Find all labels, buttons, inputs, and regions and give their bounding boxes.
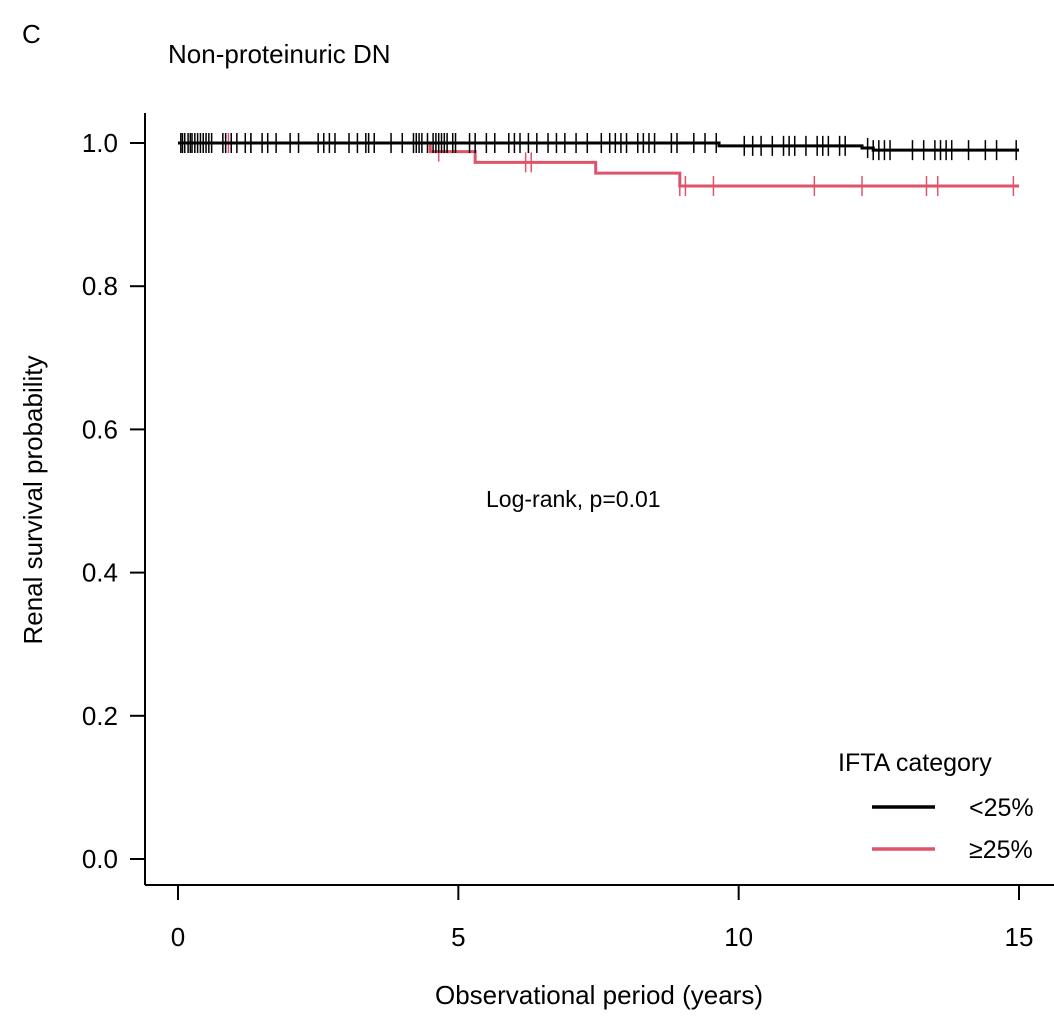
x-tick-label: 15 — [1005, 922, 1034, 952]
legend: IFTA category <25% ≥25% — [838, 749, 1034, 864]
series-ge25 — [178, 133, 1019, 196]
y-axis-ticks: 0.0 0.2 0.4 0.6 0.8 1.0 — [82, 128, 145, 874]
legend-title: IFTA category — [838, 749, 992, 777]
series-layer — [178, 133, 1019, 196]
panel-label: C — [22, 19, 41, 49]
x-tick-label: 0 — [171, 922, 185, 952]
y-tick-label: 0.4 — [82, 558, 118, 588]
chart-title: Non-proteinuric DN — [168, 39, 391, 69]
x-tick-label: 10 — [724, 922, 753, 952]
y-tick-label: 1.0 — [82, 128, 118, 158]
log-rank-annotation: Log-rank, p=0.01 — [486, 486, 661, 512]
legend-label-ge25: ≥25% — [969, 836, 1033, 864]
y-tick-label: 0.6 — [82, 414, 118, 444]
x-axis-ticks: 0 5 10 15 — [171, 885, 1034, 952]
y-axis-label: Renal survival probability — [18, 355, 48, 644]
y-tick-label: 0.8 — [82, 271, 118, 301]
y-tick-label: 0.2 — [82, 701, 118, 731]
legend-label-lt25: <25% — [969, 794, 1034, 822]
series-lt25 — [178, 133, 1019, 161]
y-tick-label: 0.0 — [82, 844, 118, 874]
series-line-lt25 — [178, 141, 1019, 152]
x-tick-label: 5 — [451, 922, 465, 952]
x-axis-label: Observational period (years) — [435, 980, 763, 1010]
